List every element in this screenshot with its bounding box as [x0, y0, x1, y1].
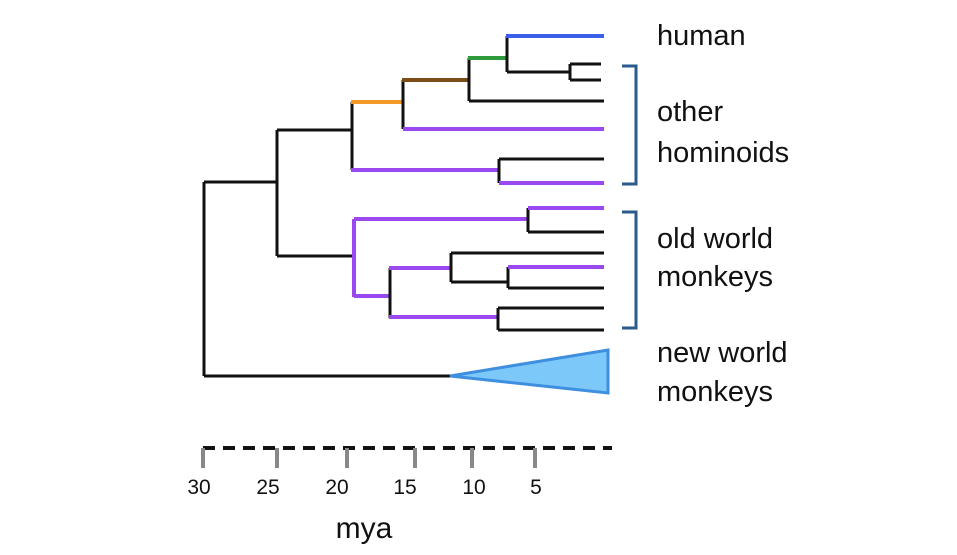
clade-label: human [657, 20, 746, 52]
clade-label: old world [657, 223, 773, 255]
bracket [622, 210, 638, 330]
clade-label: new world [657, 337, 788, 369]
axis-label: mya [336, 512, 393, 545]
tick-label: 10 [462, 476, 485, 499]
clade-label: monkeys [657, 261, 773, 293]
tree [202, 34, 610, 395]
tick-label: 30 [187, 476, 210, 499]
tick-label: 15 [393, 476, 416, 499]
collapsed-clade [449, 348, 610, 395]
clade-label: hominoids [657, 137, 789, 169]
tick-label: 5 [530, 476, 542, 499]
tick-label: 25 [256, 476, 279, 499]
clade-label: monkeys [657, 376, 773, 408]
tick-label: 20 [325, 476, 348, 499]
ticks: 30 25 20 15 10 5 [187, 448, 542, 499]
bracket [622, 64, 638, 186]
clade-label: other [657, 96, 723, 128]
